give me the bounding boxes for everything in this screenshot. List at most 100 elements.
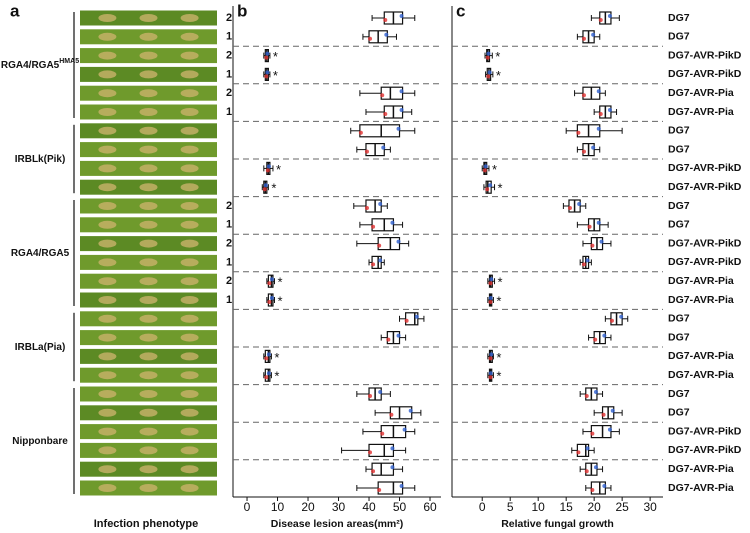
lesion xyxy=(98,202,117,210)
point xyxy=(591,145,596,150)
replicate-label: 1 xyxy=(226,68,232,80)
point xyxy=(598,112,603,116)
point xyxy=(390,446,395,451)
box xyxy=(576,443,590,457)
box xyxy=(377,237,401,251)
point xyxy=(371,224,376,229)
box xyxy=(267,293,274,307)
group-name: IRBLk(Pik) xyxy=(15,154,66,165)
row-label: DG7-AVR-PikD xyxy=(668,256,742,268)
lesion xyxy=(98,390,117,398)
significance-mark: * xyxy=(274,350,279,365)
lesion xyxy=(139,164,158,173)
point xyxy=(266,164,271,169)
lesion xyxy=(98,371,117,380)
point xyxy=(486,74,491,79)
point xyxy=(581,149,586,154)
significance-mark: * xyxy=(495,49,500,64)
point xyxy=(396,126,401,131)
lesion xyxy=(98,14,117,22)
lesion xyxy=(180,70,199,79)
point xyxy=(371,469,376,474)
lesion xyxy=(98,314,117,323)
lesion xyxy=(139,258,158,267)
box xyxy=(368,443,395,457)
point xyxy=(389,412,394,417)
row-label: DG7-AVR-PikD xyxy=(668,444,742,456)
lesion xyxy=(180,14,199,22)
point xyxy=(596,89,601,94)
box xyxy=(377,481,404,495)
point xyxy=(402,427,407,432)
lesion xyxy=(180,108,199,116)
lesion xyxy=(139,446,158,455)
row-label: DG7-AVR-Pia xyxy=(668,87,734,99)
point xyxy=(396,333,401,338)
point xyxy=(599,239,604,244)
lesion xyxy=(98,239,117,248)
box xyxy=(365,199,382,213)
point xyxy=(590,431,595,436)
lesion xyxy=(98,258,117,267)
point xyxy=(269,296,274,300)
point xyxy=(576,130,581,135)
box xyxy=(380,86,404,100)
significance-mark: * xyxy=(271,181,276,196)
lesion xyxy=(98,427,117,436)
point xyxy=(488,375,493,380)
point xyxy=(567,206,572,210)
point xyxy=(584,469,589,474)
x-tick-label: 30 xyxy=(332,500,346,514)
point xyxy=(404,318,409,323)
lesion xyxy=(180,314,199,323)
row-label: DG7 xyxy=(668,388,690,400)
lesion xyxy=(139,390,158,398)
point xyxy=(384,32,389,37)
lesion xyxy=(180,427,199,436)
point xyxy=(368,450,373,455)
x-tick-label: 30 xyxy=(643,500,657,514)
lesion xyxy=(180,296,199,304)
point xyxy=(488,296,493,300)
lesion xyxy=(98,296,117,304)
point xyxy=(408,408,413,413)
point xyxy=(265,168,270,173)
lesion xyxy=(98,352,117,361)
lesion xyxy=(180,220,199,229)
row-label: DG7-AVR-PikD xyxy=(668,181,742,193)
point xyxy=(364,206,369,210)
lesion xyxy=(139,277,158,286)
lesion xyxy=(180,32,199,41)
replicate-label: 2 xyxy=(226,238,232,250)
box xyxy=(485,180,492,194)
row-label: DG7-AVR-Pia xyxy=(668,106,734,118)
lesion xyxy=(180,408,199,417)
point xyxy=(590,243,595,248)
point xyxy=(596,220,601,225)
point xyxy=(368,394,373,398)
point xyxy=(364,149,369,154)
point xyxy=(264,55,269,60)
point xyxy=(262,187,267,192)
point xyxy=(489,352,494,357)
lesion xyxy=(139,32,158,41)
point xyxy=(399,108,404,112)
point xyxy=(581,93,586,98)
lesion xyxy=(98,408,117,417)
lesion xyxy=(98,126,117,135)
lesion xyxy=(98,484,117,492)
point xyxy=(593,390,598,394)
significance-mark: * xyxy=(496,68,501,83)
point xyxy=(381,145,386,150)
point xyxy=(488,281,493,286)
group-label: IRBLk(Pik) xyxy=(15,154,66,165)
point xyxy=(485,55,490,60)
lesion xyxy=(139,484,158,492)
row-label: DG7-AVR-PikD xyxy=(668,162,742,174)
lesion xyxy=(180,484,199,492)
lesion xyxy=(98,89,117,98)
point xyxy=(377,243,382,248)
x-tick-label: 40 xyxy=(362,500,376,514)
lesion xyxy=(98,446,117,455)
group-name: Nipponbare xyxy=(12,436,68,447)
